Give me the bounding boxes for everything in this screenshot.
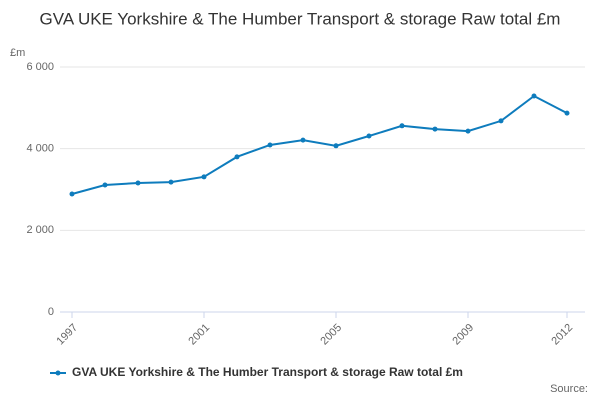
point (267, 142, 273, 148)
point (69, 191, 75, 197)
y-tick-label: 2 000 (26, 224, 54, 236)
point (498, 118, 504, 124)
legend-symbol-point (55, 370, 61, 376)
y-axis-label: £m (10, 47, 25, 59)
point (201, 174, 207, 180)
source: Source: (550, 383, 588, 395)
x-tick-label: 2001 (186, 322, 212, 348)
point (135, 180, 141, 186)
x-tick-label: 2009 (450, 322, 476, 348)
x-tick-label: 2012 (549, 322, 575, 348)
point (399, 123, 405, 129)
legend-label: GVA UKE Yorkshire & The Humber Transport… (72, 365, 463, 379)
point (366, 133, 372, 139)
point (531, 93, 537, 99)
point (300, 137, 306, 143)
point (564, 110, 570, 116)
y-tick-label: 4 000 (26, 143, 54, 155)
x-tick-label: 2005 (318, 322, 344, 348)
y-tick-label: 0 (48, 306, 54, 318)
point (102, 182, 108, 188)
point (465, 128, 471, 134)
point (168, 179, 174, 185)
chart-title: GVA UKE Yorkshire & The Humber Transport… (40, 9, 561, 28)
y-tick-label: 6 000 (26, 61, 54, 73)
point (234, 154, 240, 160)
x-tick-label: 1997 (54, 322, 80, 348)
series-line (71, 94, 568, 195)
point (432, 126, 438, 132)
point (333, 143, 339, 149)
